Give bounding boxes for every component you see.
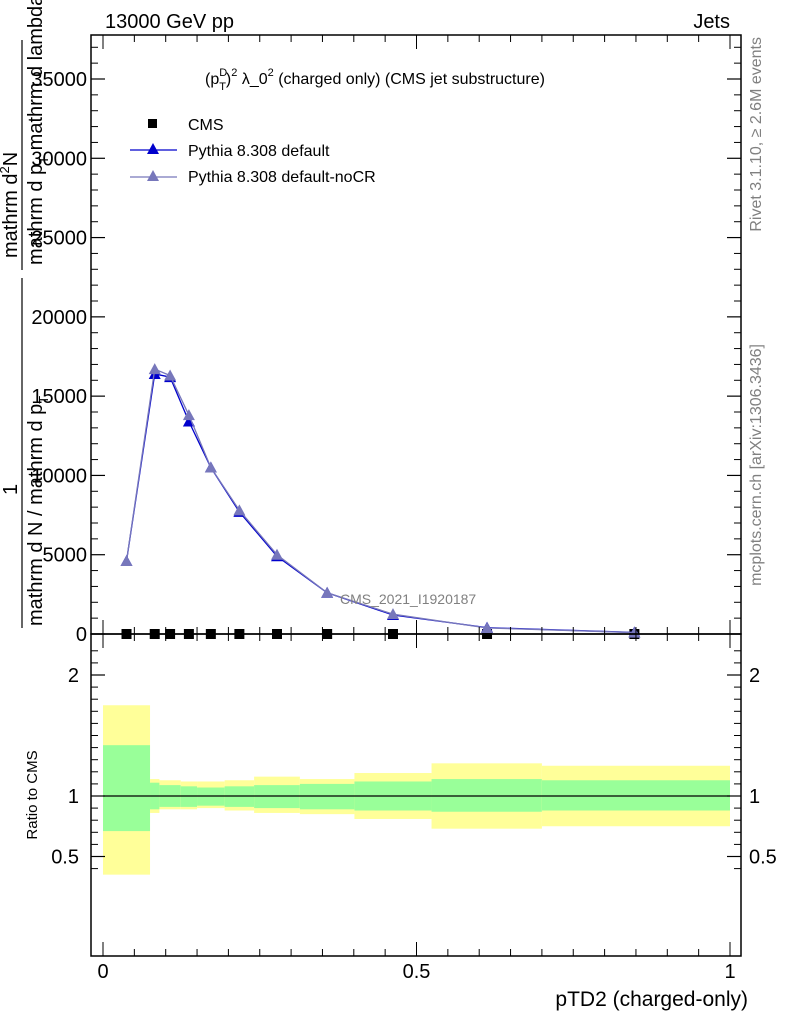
y-title-one: 1 [0,484,22,495]
legend-label-pythia-default: Pythia 8.308 default [188,143,330,160]
legend-marker-cms [148,119,157,128]
x-tick-label: 0 [97,961,108,983]
ratio-y-tick-label-right: 2 [749,665,760,687]
main-x-ticks [102,35,731,634]
main-y-tick-label: 25000 [31,228,87,250]
main-y-tick-label: 35000 [31,69,87,91]
ratio-y-tick-label-right: 0.5 [749,847,777,869]
ratio-inner-band [299,783,355,810]
ratio-inner-band [224,786,255,807]
main-panel: 0 5000 10000 15000 20000 25000 30000 35000 (pD T… [0,0,742,646]
y-title-numerator-2: mathrm d pT mathrm d lambda [25,0,51,265]
ratio-y-axis-title: Ratio to CMS [24,750,41,839]
x-tick-label: 0.5 [403,961,431,983]
main-y-tick-label: 30000 [31,148,87,170]
x-tick-label: 1 [724,961,735,983]
pythia-nocr-marker [204,461,217,473]
ratio-x-axis: 0 0.5 1 [97,634,736,983]
legend-label-pythia-nocr: Pythia 8.308 default-noCR [188,169,376,186]
main-y-tick-label: 20000 [31,307,87,329]
pythia-nocr-marker [164,369,177,381]
main-y-tick-label: 10000 [31,465,87,487]
ratio-y-tick-label: 2 [68,665,79,687]
plot-title: (pD T)2 λ_02 (charged only) (CMS jet subs… [205,67,545,93]
ratio-inner-band [431,779,542,812]
ratio-inner-band [197,787,225,806]
ratio-bands [103,705,730,875]
legend-label-cms: CMS [188,117,224,134]
ratio-inner-band [103,745,151,832]
ratio-inner-band [180,786,198,807]
main-y-tick-label: 5000 [43,545,88,567]
pythia-nocr-marker [481,621,494,633]
pythia-nocr-marker [148,363,161,375]
mcplots-label: mcplots.cern.ch [arXiv:1306.3436] [748,344,765,586]
ratio-inner-band [254,785,300,809]
legend-marker-pythia-nocr [147,170,159,181]
header-right: Jets [693,11,730,33]
pythia-nocr-marker [321,586,334,598]
pythia-nocr-marker [182,409,195,421]
main-y-axis-title: mathrm d2N mathrm d pT mathrm d lambda 1… [0,0,51,628]
ratio-y-tick-label: 0.5 [51,847,79,869]
ratio-y-axis: 0.5 0.5 1 1 2 2 [51,650,777,870]
pythia-nocr-marker [120,555,133,567]
legend: CMS Pythia 8.308 default Pythia 8.308 de… [130,117,376,186]
pythia-nocr-marker [233,504,246,516]
main-marks [120,363,641,639]
rivet-version-label: Rivet 3.1.10, ≥ 2.6M events [748,37,765,232]
main-y-tick-label: 15000 [31,386,87,408]
legend-marker-pythia-default [147,143,159,154]
pythia-nocr-marker [386,608,399,620]
header-left: 13000 GeV pp [105,11,234,33]
ratio-y-tick-label-right: 1 [749,786,760,808]
ratio-inner-band [541,780,730,811]
main-y-tick-label: 0 [76,624,87,646]
y-title-denominator: mathrm d N / mathrm d pT [25,396,51,626]
pythia-nocr-marker [270,548,283,560]
analysis-label: CMS_2021_I1920187 [340,591,476,607]
y-title-numerator-1: mathrm d2N [0,152,22,258]
ratio-panel: 0.5 0.51 12 2 0 0.5 1 Ratio to CMS pTD2 (char… [24,633,777,1011]
pythia-nocr-marker [628,626,641,638]
main-y-axis: 0 5000 10000 15000 20000 25000 30000 35000 [31,46,741,646]
ratio-y-tick-label: 1 [68,786,79,808]
x-axis-title: pTD2 (charged-only) [555,988,748,1011]
